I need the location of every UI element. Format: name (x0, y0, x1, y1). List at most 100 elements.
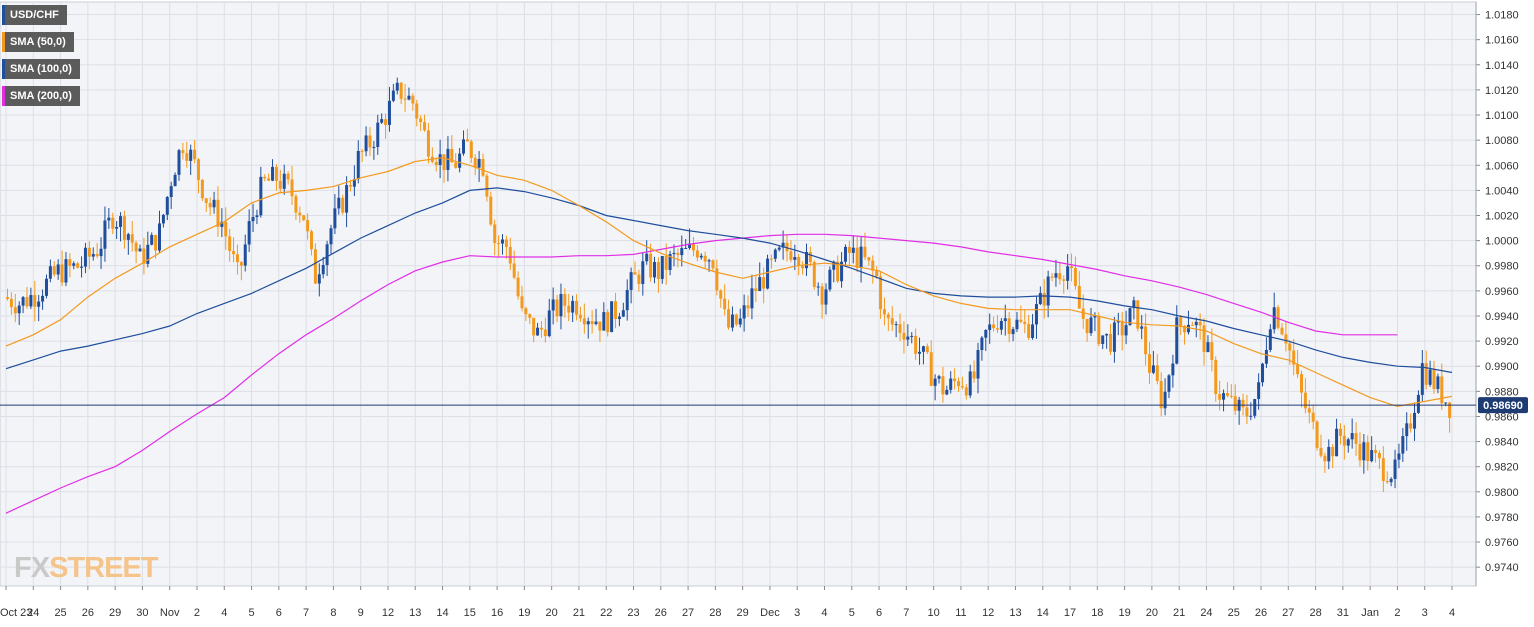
candle-body (41, 295, 45, 302)
candle-body (781, 242, 785, 248)
candle-body (500, 239, 504, 244)
candle-body (547, 310, 551, 337)
candle-body (625, 289, 629, 311)
candle-body (469, 141, 473, 158)
candle-body (9, 298, 13, 308)
x-tick-label: 22 (600, 607, 612, 619)
y-tick-label: 1.0000 (1485, 236, 1519, 248)
candle-body (1132, 300, 1136, 309)
candle-body (411, 95, 415, 104)
candle-body (1023, 321, 1027, 325)
candle-body (247, 221, 251, 245)
candle-body (941, 376, 945, 395)
candle-body (567, 305, 571, 313)
candle-body (1377, 452, 1381, 459)
candle-body (1218, 394, 1222, 400)
candle-body (664, 256, 668, 270)
candle-body (1042, 292, 1046, 306)
x-tick-label: 21 (1173, 607, 1185, 619)
candle-body (1245, 407, 1249, 417)
y-tick-label: 1.0060 (1485, 160, 1519, 172)
candle-body (1112, 322, 1116, 352)
y-tick-label: 0.9920 (1485, 336, 1519, 348)
sma50-line (5, 157, 1453, 408)
candle-body (337, 197, 341, 209)
candle-body (1007, 318, 1011, 335)
candle-body (921, 346, 925, 352)
candle-body (999, 321, 1003, 330)
candle-body (122, 216, 126, 240)
candle-body (1210, 342, 1214, 360)
candle-body (380, 119, 384, 123)
candle-body (1428, 369, 1432, 385)
candle-body (1011, 329, 1015, 335)
candle-body (945, 389, 949, 395)
candle-body (820, 286, 824, 305)
y-tick-label: 0.9900 (1485, 361, 1519, 373)
sma200-line (5, 233, 1398, 514)
current-price-label: 0.98690 (1483, 400, 1523, 412)
candle-body (723, 298, 727, 310)
candle-body (543, 329, 547, 337)
candle-body (302, 215, 306, 221)
y-tick-label: 0.9980 (1485, 261, 1519, 273)
x-tick-label: 4 (221, 607, 227, 619)
candle-body (1151, 365, 1155, 373)
candle-body (1280, 327, 1284, 335)
candle-body (290, 179, 294, 197)
candle-body (551, 299, 555, 311)
x-tick-label: 14 (1037, 607, 1049, 619)
y-tick-label: 0.9940 (1485, 311, 1519, 323)
candle-body (1085, 318, 1089, 334)
x-tick-label: 23 (627, 607, 639, 619)
candle-body (204, 198, 208, 203)
candle-body (1093, 315, 1097, 318)
y-tick-label: 0.9820 (1485, 462, 1519, 474)
candle-body (306, 220, 310, 232)
y-tick-label: 0.9740 (1485, 562, 1519, 574)
y-tick-label: 0.9760 (1485, 537, 1519, 549)
candle-body (384, 119, 388, 125)
candle-body (1261, 363, 1265, 383)
candle-body (286, 173, 290, 180)
candle-body (442, 154, 446, 170)
candle-body (1140, 326, 1144, 329)
legend-item-sma200: SMA (200,0) (2, 86, 80, 106)
candle-body (859, 246, 863, 268)
candle-body (1381, 458, 1385, 481)
candle-body (742, 305, 746, 319)
candle-body (360, 150, 364, 152)
x-tick-label: 11 (955, 607, 966, 619)
candle-body (1319, 447, 1323, 456)
candle-body (13, 307, 17, 314)
candle-body (621, 310, 625, 317)
candle-body (906, 336, 910, 340)
candle-body (1206, 342, 1210, 353)
candle-body (691, 243, 695, 251)
candle-body (672, 252, 676, 255)
candle-body (910, 335, 914, 337)
y-tick-label: 0.9860 (1485, 411, 1519, 423)
candle-body (645, 253, 649, 262)
candle-body (1186, 324, 1190, 333)
y-tick-label: 1.0100 (1485, 110, 1519, 122)
candle-body (898, 324, 902, 333)
candle-body (1350, 433, 1354, 440)
candle-body (840, 261, 844, 282)
candle-body (918, 351, 922, 354)
candle-body (154, 234, 158, 251)
candle-body (629, 272, 633, 290)
candle-body (481, 158, 485, 176)
y-tick-label: 0.9800 (1485, 487, 1519, 499)
x-tick-label: 6 (276, 607, 282, 619)
candle-body (95, 254, 99, 257)
candle-body (458, 153, 462, 168)
candle-body (871, 260, 875, 271)
candle-body (1054, 273, 1058, 278)
x-tick-label: 10 (927, 607, 939, 619)
y-tick-label: 1.0120 (1485, 85, 1519, 97)
candle-body (1190, 324, 1194, 326)
candle-body (1296, 364, 1300, 375)
candle-body (734, 314, 738, 325)
legend-label: SMA (200,0) (10, 90, 72, 102)
